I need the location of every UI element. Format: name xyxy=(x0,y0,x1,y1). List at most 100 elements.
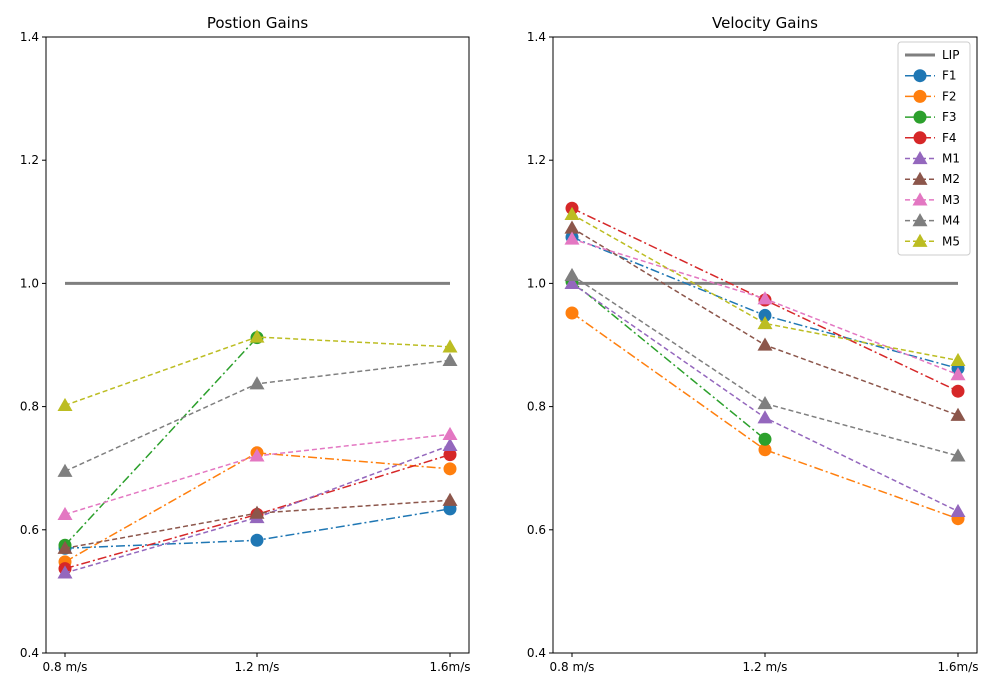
legend-label: F1 xyxy=(942,69,957,83)
legend-label: M3 xyxy=(942,193,960,207)
data-point xyxy=(249,448,265,462)
data-point xyxy=(757,315,773,330)
legend-swatch-marker xyxy=(912,213,928,227)
data-point xyxy=(758,443,772,457)
legend-entry-m4: M4 xyxy=(905,213,960,228)
legend-swatch-marker xyxy=(912,171,928,185)
legend-swatch-marker xyxy=(912,233,928,247)
y-tick-label: 0.6 xyxy=(20,523,39,537)
legend-label: F2 xyxy=(942,89,957,103)
legend-entry-f3: F3 xyxy=(905,110,957,124)
legend-label: LIP xyxy=(942,48,959,62)
legend-entry-lip: LIP xyxy=(905,48,959,62)
data-point xyxy=(442,492,458,506)
data-point xyxy=(565,306,579,320)
series-m4 xyxy=(57,352,458,477)
data-point xyxy=(57,463,73,477)
series-line-m4 xyxy=(571,274,959,457)
data-point xyxy=(57,506,73,521)
data-point xyxy=(950,352,966,367)
series-line-m1 xyxy=(64,444,451,574)
y-tick-label: 1.0 xyxy=(527,276,546,290)
legend-entry-m5: M5 xyxy=(905,233,960,248)
legend-entry-f2: F2 xyxy=(905,89,957,103)
data-point xyxy=(249,376,265,390)
legend-label: F3 xyxy=(942,110,957,124)
data-point xyxy=(564,275,580,290)
data-point xyxy=(950,407,966,421)
data-point xyxy=(442,426,458,440)
legend-swatch-marker xyxy=(912,192,928,206)
y-tick-label: 0.4 xyxy=(527,646,546,660)
legend-label: M1 xyxy=(942,152,960,166)
data-point xyxy=(57,397,73,411)
data-point xyxy=(951,384,965,398)
series-m2 xyxy=(564,220,966,421)
x-tick-label: 1.6m/s xyxy=(429,660,470,674)
series-m4 xyxy=(564,267,966,462)
data-point xyxy=(564,231,580,245)
series-f3 xyxy=(58,331,264,552)
data-point xyxy=(442,437,458,452)
data-point xyxy=(757,410,773,424)
series-m3 xyxy=(564,231,966,381)
x-tick-label: 1.6m/s xyxy=(937,660,978,674)
data-point xyxy=(249,505,265,519)
legend-entry-m2: M2 xyxy=(905,171,960,186)
y-tick-label: 0.6 xyxy=(527,523,546,537)
y-tick-label: 1.4 xyxy=(20,30,39,44)
legend-label: M4 xyxy=(942,214,960,228)
data-point xyxy=(57,565,73,579)
series-m5 xyxy=(564,206,966,367)
legend: LIP F1 F2 F3 F4 M1 M2 M3 M4 M5 xyxy=(897,41,971,256)
data-point xyxy=(57,540,73,554)
series-line-m5 xyxy=(571,213,959,362)
chart-title: Velocity Gains xyxy=(712,14,818,32)
x-tick-label: 0.8 m/s xyxy=(43,660,88,674)
series-line-f2 xyxy=(64,452,451,563)
series-m2 xyxy=(57,492,458,554)
chart-panel-1: Postion Gains 0.4 0.6 0.8 1.0 1.2 1.4 0.8 m/s 1.… xyxy=(20,14,471,674)
chart-panel-2: Velocity Gains 0.4 0.6 0.8 1.0 1.2 1.4 0.8 m/s 1… xyxy=(527,14,979,674)
x-tick-label: 1.2 m/s xyxy=(235,660,280,674)
legend-entry-m1: M1 xyxy=(905,151,960,166)
chart-title: Postion Gains xyxy=(207,14,308,32)
series-line-f3 xyxy=(571,280,766,440)
legend-label: F4 xyxy=(942,131,957,145)
data-point xyxy=(442,339,458,353)
data-point xyxy=(757,337,773,351)
y-tick-label: 1.2 xyxy=(527,153,546,167)
data-point xyxy=(758,308,772,322)
data-point xyxy=(950,503,966,517)
data-point xyxy=(757,396,773,410)
series-line-f3 xyxy=(64,337,258,546)
y-tick-label: 0.4 xyxy=(20,646,39,660)
x-tick-label: 0.8 m/s xyxy=(550,660,595,674)
y-tick-label: 1.4 xyxy=(527,30,546,44)
y-tick-label: 1.2 xyxy=(20,153,39,167)
data-point xyxy=(443,462,457,476)
x-tick-label: 1.2 m/s xyxy=(743,660,788,674)
series-m3 xyxy=(57,426,458,521)
series-f3 xyxy=(565,275,772,446)
series-m1 xyxy=(564,275,966,517)
data-point xyxy=(950,367,966,381)
data-point xyxy=(442,352,458,367)
data-point xyxy=(758,432,772,446)
legend-label: M2 xyxy=(942,172,960,186)
y-tick-label: 0.8 xyxy=(20,400,39,414)
legend-swatch-marker xyxy=(912,151,928,165)
series-line-f4 xyxy=(571,207,959,392)
data-point xyxy=(564,267,580,282)
y-tick-label: 0.8 xyxy=(527,400,546,414)
legend-entry-f1: F1 xyxy=(905,69,957,83)
data-point xyxy=(250,533,264,547)
legend-entry-m3: M3 xyxy=(905,192,960,207)
data-point xyxy=(249,329,265,343)
data-point xyxy=(443,448,457,462)
y-tick-label: 1.0 xyxy=(20,276,39,290)
data-point xyxy=(564,206,580,221)
legend-label: M5 xyxy=(942,234,960,248)
data-point xyxy=(564,220,580,234)
